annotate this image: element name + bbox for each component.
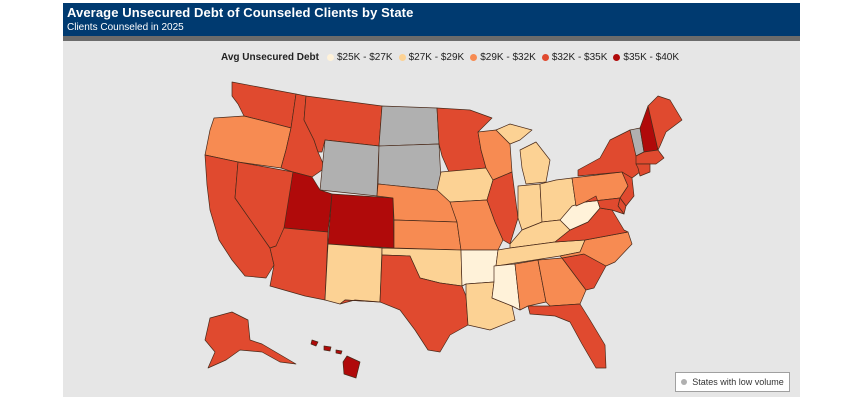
state-al[interactable] bbox=[514, 259, 547, 311]
state-nd[interactable] bbox=[378, 105, 440, 147]
legend-title: Avg Unsecured Debt bbox=[221, 51, 319, 63]
state-az[interactable] bbox=[269, 227, 329, 301]
legend-label: $35K - $40K bbox=[623, 51, 680, 63]
state-nm[interactable] bbox=[324, 243, 383, 305]
legend-label: $29K - $32K bbox=[480, 51, 536, 63]
legend-swatch bbox=[470, 53, 478, 61]
state-ks[interactable] bbox=[393, 219, 462, 251]
low-volume-swatch bbox=[681, 379, 688, 385]
report-subtitle: Clients Counseled in 2025 bbox=[67, 22, 184, 33]
state-me[interactable] bbox=[647, 95, 683, 151]
legend-item-2[interactable]: $29K - $32K bbox=[470, 52, 536, 63]
map-legend: Avg Unsecured Debt $25K - $27K $27K - $2… bbox=[221, 50, 685, 64]
state-ia[interactable] bbox=[436, 167, 494, 203]
state-ny[interactable] bbox=[577, 129, 641, 179]
legend-swatch bbox=[541, 53, 549, 61]
legend-item-4[interactable]: $35K - $40K bbox=[613, 52, 679, 63]
state-sd[interactable] bbox=[377, 143, 442, 191]
state-nc[interactable] bbox=[559, 231, 633, 267]
state-ar[interactable] bbox=[460, 249, 499, 287]
legend-swatch bbox=[398, 53, 406, 61]
state-ak[interactable] bbox=[204, 311, 297, 369]
legend-swatch bbox=[326, 53, 334, 61]
low-volume-label: States with low volume bbox=[692, 377, 784, 387]
report-header: Average Unsecured Debt of Counseled Clie… bbox=[63, 3, 800, 36]
state-fl[interactable] bbox=[527, 303, 607, 369]
us-state-map bbox=[204, 81, 683, 379]
header-divider bbox=[63, 36, 800, 41]
legend-item-1[interactable]: $27K - $29K bbox=[398, 51, 465, 63]
state-co[interactable] bbox=[327, 193, 395, 249]
legend-item-3[interactable]: $32K - $35K bbox=[541, 51, 608, 63]
low-volume-legend: States with low volume bbox=[675, 372, 790, 392]
state-ct[interactable] bbox=[635, 163, 651, 177]
state-mi[interactable] bbox=[495, 123, 551, 185]
legend-swatch bbox=[613, 53, 621, 61]
legend-label: $32K - $35K bbox=[551, 51, 608, 63]
report-title: Average Unsecured Debt of Counseled Clie… bbox=[67, 5, 414, 20]
legend-label: $27K - $29K bbox=[408, 51, 465, 63]
report-canvas: Average Unsecured Debt of Counseled Clie… bbox=[63, 3, 800, 397]
legend-label: $25K - $27K bbox=[336, 51, 393, 63]
state-md[interactable] bbox=[584, 195, 625, 215]
state-tx[interactable] bbox=[339, 254, 469, 353]
state-hi[interactable] bbox=[310, 339, 361, 379]
legend-item-0[interactable]: $25K - $27K bbox=[326, 51, 393, 63]
state-wy[interactable] bbox=[319, 139, 380, 197]
state-il[interactable] bbox=[486, 171, 519, 245]
